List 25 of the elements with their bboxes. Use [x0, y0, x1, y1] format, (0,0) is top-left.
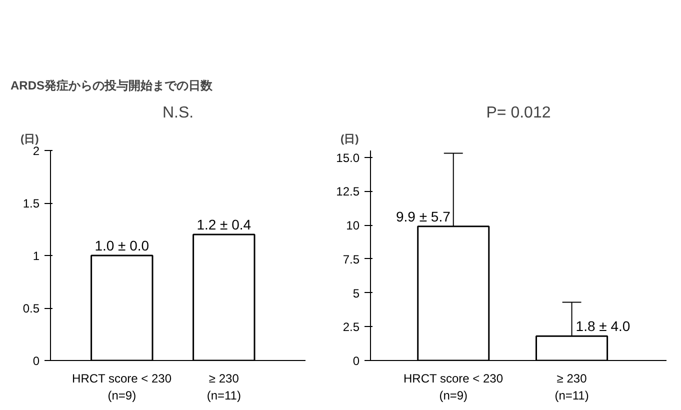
- data-label: 1.0 ± 0.0: [94, 238, 150, 254]
- x-tick-label: HRCT score < 230 (n=9): [404, 372, 504, 402]
- data-label: 1.8 ± 4.0: [576, 318, 630, 334]
- y-tick-label: 2.5: [342, 320, 360, 334]
- y-tick-label: 5: [352, 286, 360, 300]
- data-label: 1.2 ± 0.4: [196, 216, 252, 232]
- y-tick-label: 2: [32, 144, 40, 158]
- y-tick-label: 0: [32, 354, 40, 368]
- x-tick-label: HRCT score < 230 (n=9): [72, 372, 172, 402]
- y-tick-label: 7.5: [342, 252, 360, 266]
- y-axis-title: (日): [20, 134, 40, 146]
- y-tick-label: 12.5: [336, 184, 360, 199]
- text: P= 0.012: [486, 104, 551, 122]
- y-tick-label: 0.5: [22, 302, 40, 316]
- y-tick-label: 10: [346, 218, 360, 233]
- chart-title: ARDS発症からの投与開始までの日数: [10, 78, 214, 92]
- y-tick-label: 1.5: [22, 196, 40, 210]
- text: N.S.: [162, 104, 194, 122]
- data-label: 9.9 ± 5.7: [396, 208, 451, 224]
- y-tick-label: 15.0: [336, 150, 360, 165]
- x-tick-label: ≥ 230 (n=11): [554, 372, 589, 402]
- y-axis-title: (日): [340, 134, 360, 146]
- y-tick-label: 0: [352, 354, 360, 368]
- y-tick-label: 1: [32, 249, 40, 263]
- x-tick-label: ≥ 230 (n=11): [206, 372, 241, 402]
